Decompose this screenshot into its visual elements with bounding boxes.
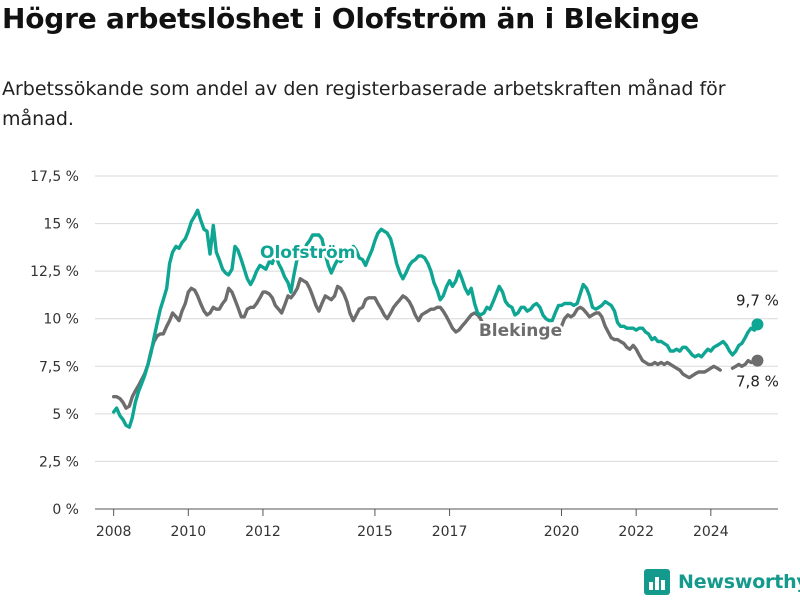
olofstrom-end-point	[751, 318, 764, 331]
olofstrom-series-line	[112, 208, 760, 429]
olofstrom-end-value-label: 9,7 %	[736, 291, 779, 309]
blekinge-end-value-label: 7,8 %	[736, 373, 779, 391]
y-tick-label: 5 %	[52, 407, 79, 423]
y-tick-label: 7,5 %	[39, 359, 79, 375]
series-labels: 7,8 % 9,7 % Olofström Blekinge	[258, 240, 779, 391]
y-tick-label: 15 %	[43, 217, 79, 233]
bar-chart-icon	[644, 569, 670, 595]
y-tick-label: 10 %	[43, 312, 79, 328]
x-tick-label: 2010	[170, 524, 206, 540]
series-lines	[112, 208, 764, 429]
y-tick-label: 17,5 %	[30, 169, 79, 185]
y-tick-label: 2,5 %	[39, 454, 79, 470]
blekinge-series-label: Blekinge	[479, 321, 562, 341]
brand-name: Newsworthy	[678, 571, 800, 593]
chart-title: Högre arbetslöshet i Olofström än i Blek…	[2, 2, 700, 35]
chart-subtitle: Arbetssökande som andel av den registerb…	[2, 78, 726, 130]
gridlines	[95, 175, 778, 510]
y-tick-label: 12,5 %	[30, 264, 79, 280]
y-tick-label: 0 %	[52, 502, 79, 518]
blekinge-series-line	[112, 277, 486, 410]
x-axis: 2008 2010 2012 2015 2017 2020 2022 2024	[95, 508, 778, 540]
x-tick-label: 2020	[544, 524, 580, 540]
x-tick-label: 2022	[618, 524, 654, 540]
blekinge-end-point	[751, 354, 764, 367]
x-tick-label: 2015	[357, 524, 393, 540]
olofstrom-series-label: Olofström	[260, 243, 355, 263]
y-axis-ticks: 0 % 2,5 % 5 % 7,5 % 10 % 12,5 % 15 % 17,5 %	[30, 169, 79, 518]
x-tick-label: 2024	[693, 524, 729, 540]
newsworthy-logo[interactable]: Newsworthy	[644, 566, 800, 598]
x-tick-label: 2008	[96, 524, 132, 540]
x-tick-label: 2017	[432, 524, 468, 540]
x-tick-label: 2012	[245, 524, 281, 540]
blekinge-series-line	[556, 305, 722, 380]
